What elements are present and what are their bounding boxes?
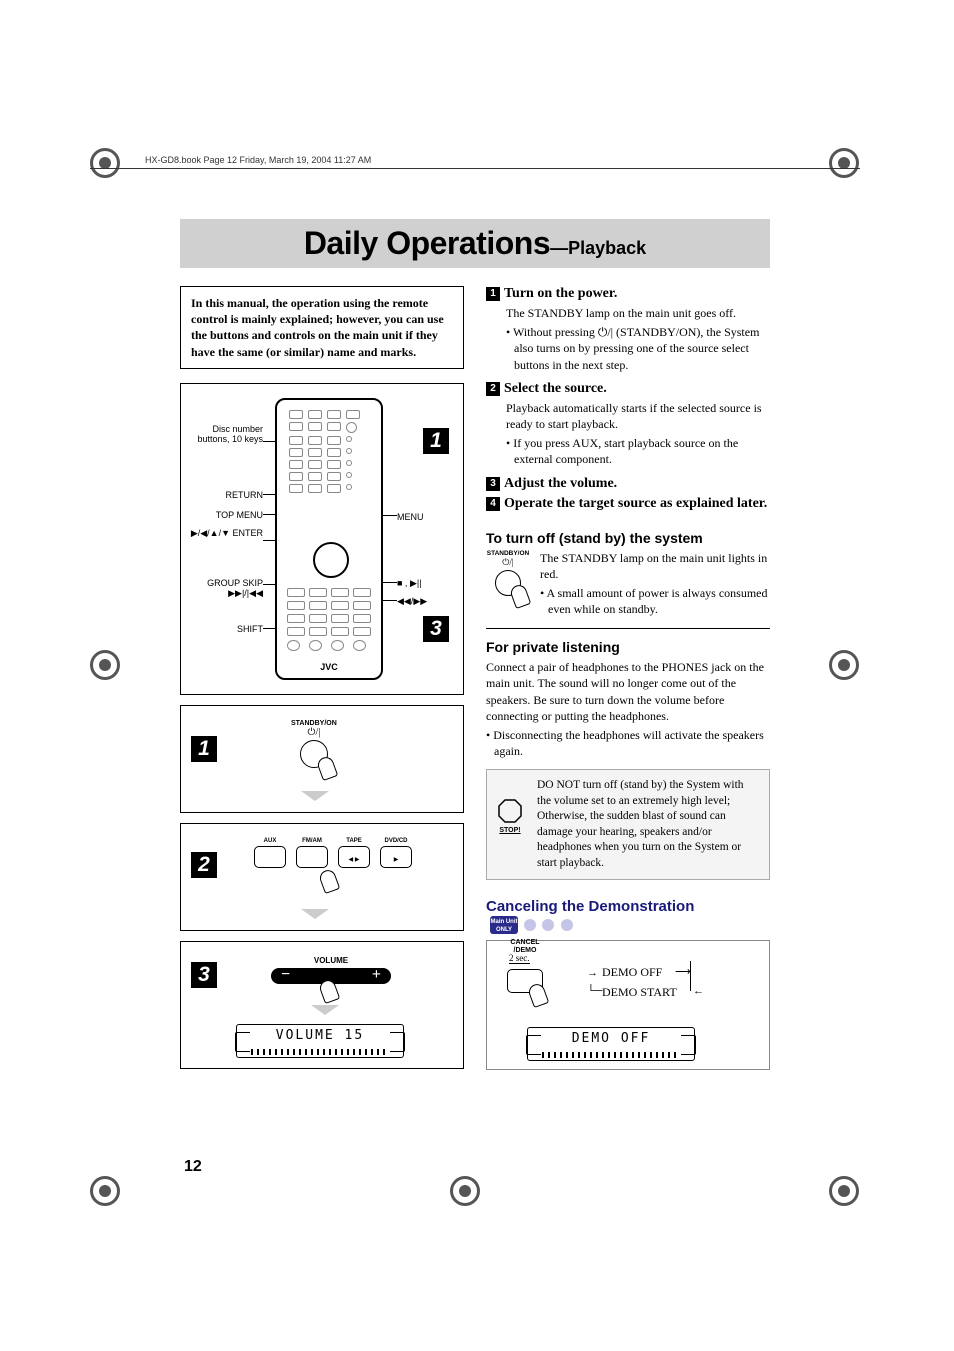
step-marker-1: 1 xyxy=(423,428,449,454)
label-enter: ▶/◀/▲/▼ ENTER xyxy=(185,528,263,538)
step2-body-2: • If you press AUX, start playback sourc… xyxy=(506,435,770,467)
standby-symbol: ⏻/| xyxy=(291,727,337,738)
main-unit-only-badge: Main Unit ONLY xyxy=(490,916,518,934)
step2-heading: 2Select the source. xyxy=(486,381,770,397)
num-badge-3: 3 xyxy=(486,477,500,491)
step-marker-2: 2 xyxy=(191,852,217,878)
demo-off-label: DEMO OFF xyxy=(602,965,662,980)
leader-line xyxy=(381,600,397,601)
step3-heading: 3Adjust the volume. xyxy=(486,476,770,492)
sub-title: —Playback xyxy=(550,238,646,258)
step2-body-1: Playback automatically starts if the sel… xyxy=(506,400,770,432)
standby-body-2: • A small amount of power is always cons… xyxy=(540,585,770,617)
label-menu: MENU xyxy=(397,512,424,522)
source-buttons: AUX FM/AM TAPE◀ ▶ DVD/CD▶ xyxy=(251,846,415,868)
remote-dpad xyxy=(313,542,349,578)
badge-dot-icon xyxy=(524,919,536,931)
demo-lcd-text: DEMO OFF xyxy=(572,1031,651,1046)
crop-mark-icon xyxy=(829,1176,859,1206)
leader-line xyxy=(381,515,397,516)
demo-lcd: DEMO OFF xyxy=(527,1027,695,1061)
arrow-down-icon xyxy=(311,1005,339,1015)
num-badge-1: 1 xyxy=(486,287,500,301)
label-top-menu: TOP MENU xyxy=(185,510,263,520)
lcd-text: VOLUME 15 xyxy=(276,1028,364,1043)
main-title: Daily Operations xyxy=(304,225,550,261)
step-marker-3: 3 xyxy=(191,962,217,988)
left-column: In this manual, the operation using the … xyxy=(180,286,464,1079)
private-heading: For private listening xyxy=(486,639,770,655)
warning-box: STOP! DO NOT turn off (stand by) the Sys… xyxy=(486,769,770,880)
standby-body-1: The STANDBY lamp on the main unit lights… xyxy=(540,550,770,582)
jvc-logo: JVC xyxy=(277,662,381,672)
label-disc-buttons: Disc number buttons, 10 keys xyxy=(185,424,263,445)
standby-heading: To turn off (stand by) the system xyxy=(486,530,770,546)
badge-dot-icon xyxy=(542,919,554,931)
stop-icon: STOP! xyxy=(495,798,525,835)
label-group-skip: GROUP SKIP ▶▶|/|◀◀ xyxy=(185,578,263,599)
remote-diagram: 1 2 3 Disc number buttons, 10 keys RETUR… xyxy=(180,383,464,695)
arrow-up-icon: └─ xyxy=(587,985,603,997)
volume-label: VOLUME xyxy=(271,956,391,965)
arrow-down-icon xyxy=(301,909,329,919)
intro-box: In this manual, the operation using the … xyxy=(180,286,464,369)
step1-body-2: • Without pressing ⏻/| (STANDBY/ON), the… xyxy=(506,324,770,373)
standby-icon-block: STANDBY/ON ⏻/| xyxy=(486,550,530,621)
private-body: Connect a pair of headphones to the PHON… xyxy=(486,659,770,724)
label-return: RETURN xyxy=(185,490,263,500)
crop-mark-icon xyxy=(90,1176,120,1206)
label-shift: SHIFT xyxy=(185,624,263,634)
step1-diagram: 1 STANDBY/ON ⏻/| xyxy=(180,705,464,813)
tape-button: TAPE◀ ▶ xyxy=(338,846,370,868)
num-badge-4: 4 xyxy=(486,497,500,511)
finger-icon xyxy=(527,981,550,1007)
cancel-demo-button xyxy=(507,969,543,993)
demo-diagram: CANCEL /DEMO 2 sec. → DEMO OFF ⟶ DEMO ST… xyxy=(486,940,770,1070)
demo-time: 2 sec. xyxy=(509,953,530,964)
step1-heading: 1Turn on the power. xyxy=(486,286,770,302)
arrow-right-icon: → xyxy=(587,967,598,979)
finger-icon xyxy=(316,755,339,781)
standby-label: STANDBY/ON xyxy=(291,720,337,727)
remote-button-grid xyxy=(289,410,360,493)
badge-dot-icon xyxy=(561,919,573,931)
lcd-display: VOLUME 15 xyxy=(236,1024,404,1058)
crop-mark-icon xyxy=(450,1176,480,1206)
arrow-down-icon xyxy=(301,791,329,801)
aux-button: AUX xyxy=(254,846,286,868)
arrow-loop-icon: ⟶ xyxy=(675,965,691,978)
page-number: 12 xyxy=(184,1158,202,1176)
private-bullet: • Disconnecting the headphones will acti… xyxy=(486,727,770,759)
label-ffwd: ◀◀/▶▶ xyxy=(397,596,427,606)
arrow-left-icon: ← xyxy=(693,985,704,997)
leader-line xyxy=(381,582,397,583)
label-stop-pause: ■ , ▶|| xyxy=(397,578,422,588)
demo-start-label: DEMO START xyxy=(602,985,677,1000)
demo-heading: Canceling the Demonstration Main Unit ON… xyxy=(486,898,770,933)
remote-body: JVC xyxy=(275,398,383,680)
finger-icon xyxy=(509,582,532,608)
right-column: 1Turn on the power. The STANDBY lamp on … xyxy=(486,286,770,1079)
finger-icon xyxy=(318,868,341,894)
step2-diagram: 2 AUX FM/AM TAPE◀ ▶ DVD/CD▶ xyxy=(180,823,464,931)
step4-heading: 4Operate the target source as explained … xyxy=(486,496,770,512)
num-badge-2: 2 xyxy=(486,382,500,396)
page-content: HX-GD8.book Page 12 Friday, March 19, 20… xyxy=(90,155,860,1079)
fmam-button: FM/AM xyxy=(296,846,328,868)
dvdcd-button: DVD/CD▶ xyxy=(380,846,412,868)
document-header: HX-GD8.book Page 12 Friday, March 19, 20… xyxy=(90,155,860,169)
warning-text: DO NOT turn off (stand by) the System wi… xyxy=(537,779,744,869)
step3-diagram: 3 VOLUME VOLUME 15 xyxy=(180,941,464,1069)
step1-body-1: The STANDBY lamp on the main unit goes o… xyxy=(506,305,770,321)
title-bar: Daily Operations—Playback xyxy=(180,219,770,268)
step-marker-1: 1 xyxy=(191,736,217,762)
step-marker-3: 3 xyxy=(423,616,449,642)
